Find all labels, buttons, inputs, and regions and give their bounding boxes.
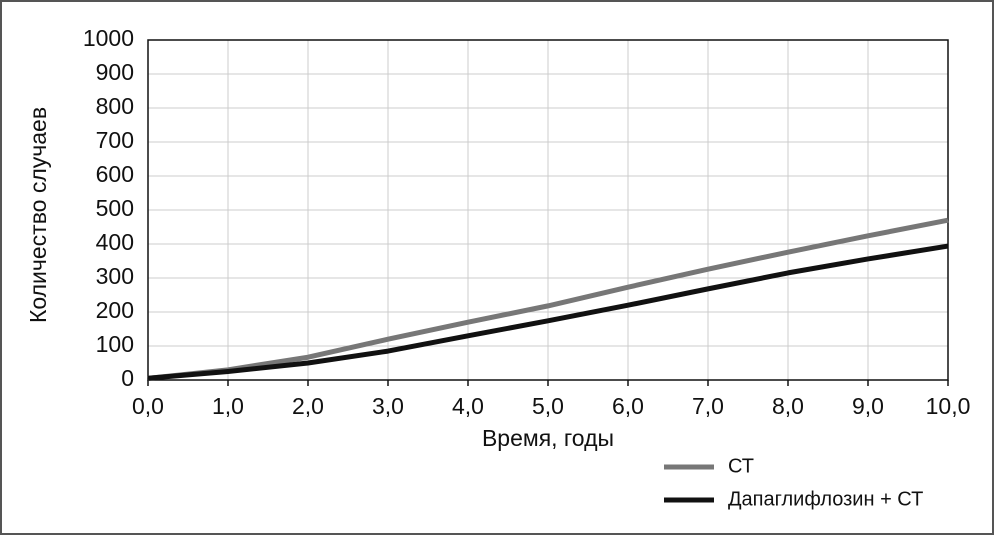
x-tick-label: 9,0: [852, 393, 884, 419]
y-tick-label: 1000: [83, 25, 134, 51]
y-tick-label: 200: [96, 297, 134, 323]
x-tick-label: 3,0: [372, 393, 404, 419]
x-tick-label: 1,0: [212, 393, 244, 419]
y-tick-label: 800: [96, 93, 134, 119]
x-tick-label: 7,0: [692, 393, 724, 419]
x-tick-label: 0,0: [132, 393, 164, 419]
y-tick-label: 600: [96, 161, 134, 187]
x-tick-label: 4,0: [452, 393, 484, 419]
x-tick-label: 6,0: [612, 393, 644, 419]
x-tick-label: 8,0: [772, 393, 804, 419]
y-tick-label: 0: [121, 365, 134, 391]
y-tick-label: 700: [96, 127, 134, 153]
y-tick-label: 900: [96, 59, 134, 85]
y-tick-label: 100: [96, 331, 134, 357]
y-tick-label: 300: [96, 263, 134, 289]
legend-label: СТ: [728, 455, 754, 477]
x-tick-label: 10,0: [926, 393, 971, 419]
y-tick-label: 400: [96, 229, 134, 255]
x-tick-label: 2,0: [292, 393, 324, 419]
legend-label: Дапаглифлозин + СТ: [728, 488, 923, 510]
y-axis-label: Количество случаев: [25, 107, 51, 323]
x-tick-label: 5,0: [532, 393, 564, 419]
line-series: [147, 217, 949, 381]
x-axis-label: Время, годы: [482, 425, 614, 451]
line-series: [147, 243, 949, 381]
plot-border: [147, 39, 949, 381]
y-tick-label: 500: [96, 195, 134, 221]
